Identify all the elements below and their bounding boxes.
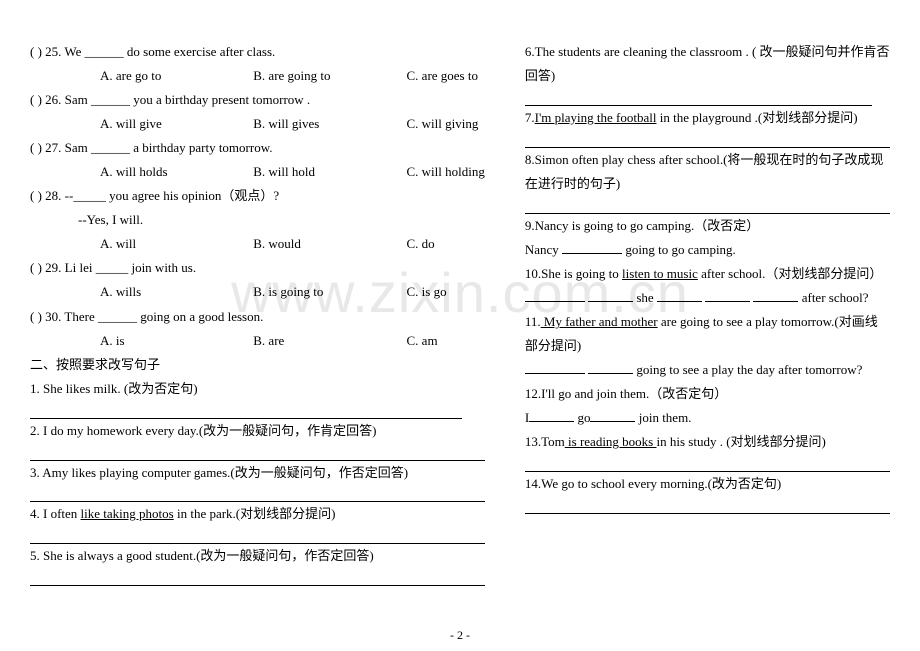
q28-line: ( ) 28. --_____ you agree his opinion（观点… bbox=[30, 184, 485, 208]
q28-options: A. will B. would C. do bbox=[30, 232, 485, 256]
q28-b: B. would bbox=[253, 232, 403, 256]
q27-a: A. will holds bbox=[100, 160, 250, 184]
s10a-text: 10.She is going to listen to music after… bbox=[525, 262, 890, 286]
s2-blank bbox=[30, 443, 485, 461]
s10b-blank5 bbox=[753, 289, 798, 302]
s10b-b: after school? bbox=[798, 290, 868, 305]
q30-a: A. is bbox=[100, 329, 250, 353]
q28-c: C. do bbox=[407, 232, 435, 256]
s1-text: 1. She likes milk. (改为否定句) bbox=[30, 377, 485, 401]
s4-text: 4. I often like taking photos in the par… bbox=[30, 502, 485, 526]
s10b-blank3 bbox=[657, 289, 702, 302]
page-content: ( ) 25. We ______ do some exercise after… bbox=[0, 0, 920, 606]
left-column: ( ) 25. We ______ do some exercise after… bbox=[30, 40, 485, 586]
s10a-b: after school.（对划线部分提问） bbox=[698, 266, 883, 281]
s7-b: in the playground .(对划线部分提问) bbox=[656, 110, 857, 125]
q25-options: A. are go to B. are going to C. are goes… bbox=[30, 64, 485, 88]
q26-a: A. will give bbox=[100, 112, 250, 136]
q29-c: C. is go bbox=[407, 280, 447, 304]
s7-text: 7.I'm playing the football in the playgr… bbox=[525, 106, 890, 130]
s9b-text: Nancy going to go camping. bbox=[525, 238, 890, 262]
q30-b: B. are bbox=[253, 329, 403, 353]
q29-b: B. is going to bbox=[253, 280, 403, 304]
s13-text: 13.Tom is reading books in his study . (… bbox=[525, 430, 890, 454]
q28-a: A. will bbox=[100, 232, 250, 256]
s4-a: 4. I often bbox=[30, 506, 81, 521]
q25-a: A. are go to bbox=[100, 64, 250, 88]
s11c-text: going to see a play the day after tomorr… bbox=[525, 358, 890, 382]
q29-options: A. wills B. is going to C. is go bbox=[30, 280, 485, 304]
s10a-u: listen to music bbox=[622, 266, 698, 281]
s4-blank bbox=[30, 527, 485, 545]
s13-a: 13.Tom bbox=[525, 434, 565, 449]
q25-b: B. are going to bbox=[253, 64, 403, 88]
q26-line: ( ) 26. Sam ______ you a birthday presen… bbox=[30, 88, 485, 112]
s7-u: I'm playing the football bbox=[535, 110, 657, 125]
s1-blank bbox=[30, 401, 462, 419]
s11c: going to see a play the day after tomorr… bbox=[633, 362, 862, 377]
s12a-text: 12.I'll go and join them.（改否定句） bbox=[525, 382, 890, 406]
s8-blank bbox=[525, 196, 890, 214]
s5-text: 5. She is always a good student.(改为一般疑问句… bbox=[30, 544, 485, 568]
s13-blank bbox=[525, 454, 890, 472]
s12b-b: go bbox=[574, 410, 590, 425]
s13-u: is reading books bbox=[565, 434, 657, 449]
page-footer: - 2 - bbox=[0, 628, 920, 643]
s10b-blank2 bbox=[588, 289, 633, 302]
s4-u: like taking photos bbox=[81, 506, 174, 521]
s9a-text: 9.Nancy is going to go camping.（改否定） bbox=[525, 214, 890, 238]
q30-options: A. is B. are C. am bbox=[30, 329, 485, 353]
s11c-blank2 bbox=[588, 362, 633, 375]
s12b-blank1 bbox=[529, 410, 574, 423]
s9b-a: Nancy bbox=[525, 242, 562, 257]
q29-line: ( ) 29. Li lei _____ join with us. bbox=[30, 256, 485, 280]
s14-blank bbox=[525, 496, 890, 514]
s4-b: in the park.(对划线部分提问) bbox=[174, 506, 336, 521]
q30-line: ( ) 30. There ______ going on a good les… bbox=[30, 305, 485, 329]
s12b-c: join them. bbox=[635, 410, 691, 425]
q28-sub: --Yes, I will. bbox=[30, 208, 485, 232]
s3-blank bbox=[30, 485, 485, 503]
s12b-text: I go join them. bbox=[525, 406, 890, 430]
s10b-blank1 bbox=[525, 289, 585, 302]
s6-text: 6.The students are cleaning the classroo… bbox=[525, 40, 890, 88]
s6-blank bbox=[525, 88, 872, 106]
s11c-blank1 bbox=[525, 362, 585, 375]
s8-text: 8.Simon often play chess after school.(将… bbox=[525, 148, 890, 196]
s7-a: 7. bbox=[525, 110, 535, 125]
s10b-a: she bbox=[633, 290, 657, 305]
s12b-blank2 bbox=[590, 410, 635, 423]
q30-c: C. am bbox=[407, 329, 438, 353]
q26-c: C. will giving bbox=[407, 112, 479, 136]
s3-text: 3. Amy likes playing computer games.(改为一… bbox=[30, 461, 485, 485]
s11-a: 11. bbox=[525, 314, 541, 329]
s10b-text: she after school? bbox=[525, 286, 890, 310]
s5-blank bbox=[30, 568, 485, 586]
section-2-title: 二、按照要求改写句子 bbox=[30, 353, 485, 377]
q26-b: B. will gives bbox=[253, 112, 403, 136]
s10b-blank4 bbox=[705, 289, 750, 302]
q27-line: ( ) 27. Sam ______ a birthday party tomo… bbox=[30, 136, 485, 160]
q25-line: ( ) 25. We ______ do some exercise after… bbox=[30, 40, 485, 64]
s9b-b: going to go camping. bbox=[622, 242, 736, 257]
s7-blank bbox=[525, 130, 890, 148]
q29-a: A. wills bbox=[100, 280, 250, 304]
q25-c: C. are goes to bbox=[407, 64, 478, 88]
q27-c: C. will holding bbox=[407, 160, 485, 184]
s9b-blank bbox=[562, 241, 622, 254]
q26-options: A. will give B. will gives C. will givin… bbox=[30, 112, 485, 136]
s13-b: in his study . (对划线部分提问) bbox=[657, 434, 826, 449]
s11-text: 11. My father and mother are going to se… bbox=[525, 310, 890, 358]
s14-text: 14.We go to school every morning.(改为否定句) bbox=[525, 472, 890, 496]
q27-options: A. will holds B. will hold C. will holdi… bbox=[30, 160, 485, 184]
right-column: 6.The students are cleaning the classroo… bbox=[525, 40, 890, 586]
s10a-a: 10.She is going to bbox=[525, 266, 622, 281]
s11-u: My father and mother bbox=[541, 314, 658, 329]
s2-text: 2. I do my homework every day.(改为一般疑问句，作… bbox=[30, 419, 485, 443]
q27-b: B. will hold bbox=[253, 160, 403, 184]
